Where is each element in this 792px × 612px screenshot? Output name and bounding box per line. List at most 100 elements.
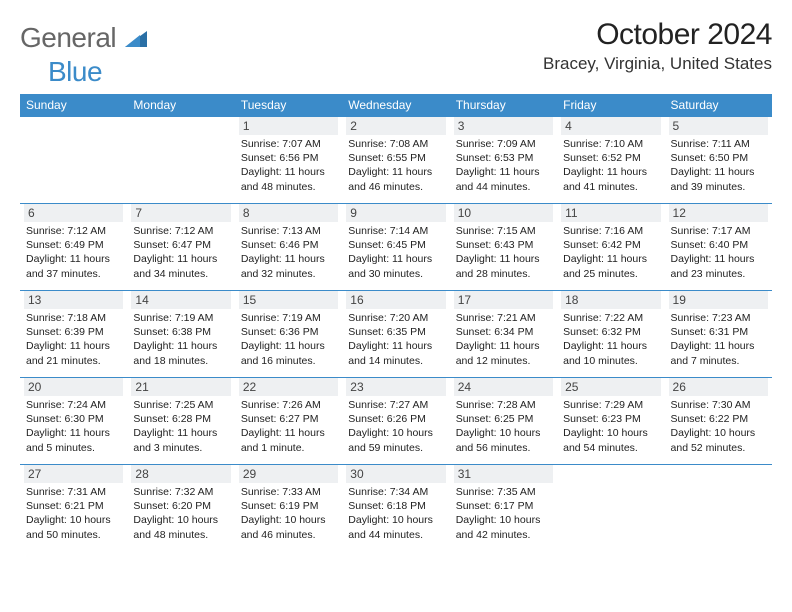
sunrise-text: Sunrise: 7:34 AM xyxy=(348,485,445,499)
day-data: Sunrise: 7:11 AMSunset: 6:50 PMDaylight:… xyxy=(669,137,768,194)
sunrise-text: Sunrise: 7:10 AM xyxy=(563,137,660,151)
sunset-text: Sunset: 6:46 PM xyxy=(241,238,338,252)
daylight-text: Daylight: 11 hours and 5 minutes. xyxy=(26,426,123,454)
sunrise-text: Sunrise: 7:29 AM xyxy=(563,398,660,412)
sunset-text: Sunset: 6:52 PM xyxy=(563,151,660,165)
day-data: Sunrise: 7:19 AMSunset: 6:36 PMDaylight:… xyxy=(239,311,338,368)
calendar-cell xyxy=(665,465,772,552)
day-number: 1 xyxy=(239,117,338,135)
daylight-text: Daylight: 10 hours and 42 minutes. xyxy=(456,513,553,541)
day-number: 16 xyxy=(346,291,445,309)
sunset-text: Sunset: 6:40 PM xyxy=(671,238,768,252)
day-number: 31 xyxy=(454,465,553,483)
calendar-cell: 13 Sunrise: 7:18 AMSunset: 6:39 PMDayligh… xyxy=(20,291,127,378)
sunset-text: Sunset: 6:26 PM xyxy=(348,412,445,426)
calendar-cell: 20 Sunrise: 7:24 AMSunset: 6:30 PMDayligh… xyxy=(20,378,127,465)
weekday-header: Wednesday xyxy=(342,94,449,117)
day-number: 17 xyxy=(454,291,553,309)
day-data: Sunrise: 7:32 AMSunset: 6:20 PMDaylight:… xyxy=(131,485,230,542)
daylight-text: Daylight: 10 hours and 56 minutes. xyxy=(456,426,553,454)
daylight-text: Daylight: 11 hours and 30 minutes. xyxy=(348,252,445,280)
day-number: 12 xyxy=(669,204,768,222)
calendar-cell xyxy=(557,465,664,552)
sunrise-text: Sunrise: 7:26 AM xyxy=(241,398,338,412)
day-data: Sunrise: 7:09 AMSunset: 6:53 PMDaylight:… xyxy=(454,137,553,194)
calendar-cell: 4 Sunrise: 7:10 AMSunset: 6:52 PMDaylight… xyxy=(557,117,664,204)
calendar-table: Sunday Monday Tuesday Wednesday Thursday… xyxy=(20,94,772,551)
daylight-text: Daylight: 11 hours and 16 minutes. xyxy=(241,339,338,367)
calendar-week-row: 20Sunrise: 7:24 AMSunset: 6:30 PMDayligh… xyxy=(20,378,772,465)
calendar-cell: 30Sunrise: 7:34 AMSunset: 6:18 PMDayligh… xyxy=(342,465,449,552)
day-number: 2 xyxy=(346,117,445,135)
daylight-text: Daylight: 10 hours and 48 minutes. xyxy=(133,513,230,541)
month-title: October 2024 xyxy=(543,18,772,52)
day-number: 20 xyxy=(24,378,123,396)
day-number: 13 xyxy=(24,291,123,309)
daylight-text: Daylight: 11 hours and 34 minutes. xyxy=(133,252,230,280)
daylight-text: Daylight: 11 hours and 14 minutes. xyxy=(348,339,445,367)
sunset-text: Sunset: 6:38 PM xyxy=(133,325,230,339)
day-data: Sunrise: 7:20 AMSunset: 6:35 PMDaylight:… xyxy=(346,311,445,368)
day-data: Sunrise: 7:17 AMSunset: 6:40 PMDaylight:… xyxy=(669,224,768,281)
sunrise-text: Sunrise: 7:30 AM xyxy=(671,398,768,412)
day-number: 29 xyxy=(239,465,338,483)
sunset-text: Sunset: 6:30 PM xyxy=(26,412,123,426)
sunrise-text: Sunrise: 7:35 AM xyxy=(456,485,553,499)
daylight-text: Daylight: 11 hours and 48 minutes. xyxy=(241,165,338,193)
day-number: 22 xyxy=(239,378,338,396)
calendar-cell: 24 Sunrise: 7:28 AMSunset: 6:25 PMDayligh… xyxy=(450,378,557,465)
daylight-text: Daylight: 11 hours and 25 minutes. xyxy=(563,252,660,280)
calendar-cell: 7Sunrise: 7:12 AMSunset: 6:47 PMDaylight… xyxy=(127,204,234,291)
sunset-text: Sunset: 6:18 PM xyxy=(348,499,445,513)
day-data: Sunrise: 7:35 AMSunset: 6:17 PMDaylight:… xyxy=(454,485,553,542)
sunset-text: Sunset: 6:27 PM xyxy=(241,412,338,426)
heading: October 2024 Bracey, Virginia, United St… xyxy=(543,18,772,74)
daylight-text: Daylight: 11 hours and 32 minutes. xyxy=(241,252,338,280)
weekday-header: Tuesday xyxy=(235,94,342,117)
sunrise-text: Sunrise: 7:25 AM xyxy=(133,398,230,412)
day-number: 4 xyxy=(561,117,660,135)
sunrise-text: Sunrise: 7:22 AM xyxy=(563,311,660,325)
daylight-text: Daylight: 11 hours and 21 minutes. xyxy=(26,339,123,367)
daylight-text: Daylight: 10 hours and 54 minutes. xyxy=(563,426,660,454)
day-data: Sunrise: 7:15 AMSunset: 6:43 PMDaylight:… xyxy=(454,224,553,281)
daylight-text: Daylight: 11 hours and 1 minute. xyxy=(241,426,338,454)
calendar-cell: 23 Sunrise: 7:27 AMSunset: 6:26 PMDayligh… xyxy=(342,378,449,465)
day-data: Sunrise: 7:29 AMSunset: 6:23 PMDaylight:… xyxy=(561,398,660,455)
calendar-cell xyxy=(127,117,234,204)
daylight-text: Daylight: 11 hours and 44 minutes. xyxy=(456,165,553,193)
day-data: Sunrise: 7:14 AMSunset: 6:45 PMDaylight:… xyxy=(346,224,445,281)
calendar-week-row: 6Sunrise: 7:12 AMSunset: 6:49 PMDaylight… xyxy=(20,204,772,291)
day-data: Sunrise: 7:27 AMSunset: 6:26 PMDaylight:… xyxy=(346,398,445,455)
daylight-text: Daylight: 11 hours and 39 minutes. xyxy=(671,165,768,193)
sunrise-text: Sunrise: 7:15 AM xyxy=(456,224,553,238)
day-number: 18 xyxy=(561,291,660,309)
sunrise-text: Sunrise: 7:19 AM xyxy=(241,311,338,325)
day-number: 9 xyxy=(346,204,445,222)
weekday-header: Thursday xyxy=(450,94,557,117)
day-data: Sunrise: 7:18 AMSunset: 6:39 PMDaylight:… xyxy=(24,311,123,368)
daylight-text: Daylight: 10 hours and 46 minutes. xyxy=(241,513,338,541)
sunset-text: Sunset: 6:39 PM xyxy=(26,325,123,339)
sunset-text: Sunset: 6:34 PM xyxy=(456,325,553,339)
logo-blue-text: Blue xyxy=(48,56,147,88)
calendar-cell: 28Sunrise: 7:32 AMSunset: 6:20 PMDayligh… xyxy=(127,465,234,552)
day-number: 23 xyxy=(346,378,445,396)
sunset-text: Sunset: 6:47 PM xyxy=(133,238,230,252)
day-data: Sunrise: 7:28 AMSunset: 6:25 PMDaylight:… xyxy=(454,398,553,455)
calendar-cell: 14Sunrise: 7:19 AMSunset: 6:38 PMDayligh… xyxy=(127,291,234,378)
sunrise-text: Sunrise: 7:24 AM xyxy=(26,398,123,412)
day-number: 24 xyxy=(454,378,553,396)
weekday-header: Sunday xyxy=(20,94,127,117)
calendar-cell: 1Sunrise: 7:07 AMSunset: 6:56 PMDaylight… xyxy=(235,117,342,204)
calendar-cell: 10Sunrise: 7:15 AMSunset: 6:43 PMDayligh… xyxy=(450,204,557,291)
calendar-cell: 15Sunrise: 7:19 AMSunset: 6:36 PMDayligh… xyxy=(235,291,342,378)
day-data: Sunrise: 7:25 AMSunset: 6:28 PMDaylight:… xyxy=(131,398,230,455)
calendar-cell: 2Sunrise: 7:08 AMSunset: 6:55 PMDaylight… xyxy=(342,117,449,204)
daylight-text: Daylight: 11 hours and 41 minutes. xyxy=(563,165,660,193)
day-data: Sunrise: 7:10 AMSunset: 6:52 PMDaylight:… xyxy=(561,137,660,194)
day-data: Sunrise: 7:23 AMSunset: 6:31 PMDaylight:… xyxy=(669,311,768,368)
calendar-cell xyxy=(20,117,127,204)
day-number: 11 xyxy=(561,204,660,222)
day-data: Sunrise: 7:22 AMSunset: 6:32 PMDaylight:… xyxy=(561,311,660,368)
